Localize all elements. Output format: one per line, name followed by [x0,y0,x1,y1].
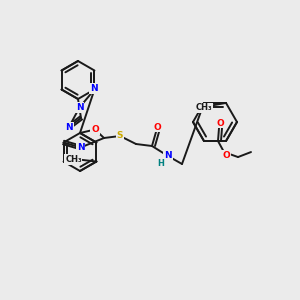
Text: O: O [222,151,230,160]
Text: N: N [76,103,83,112]
Text: CH₃: CH₃ [196,103,212,112]
Text: O: O [153,122,161,131]
Text: S: S [117,131,123,140]
Text: CH₃: CH₃ [65,155,82,164]
Text: N: N [90,84,97,93]
Text: H: H [158,158,164,167]
Text: N: N [164,152,172,160]
Text: O: O [91,125,99,134]
Text: N: N [65,122,73,131]
Text: N: N [77,143,84,152]
Text: O: O [216,118,224,127]
